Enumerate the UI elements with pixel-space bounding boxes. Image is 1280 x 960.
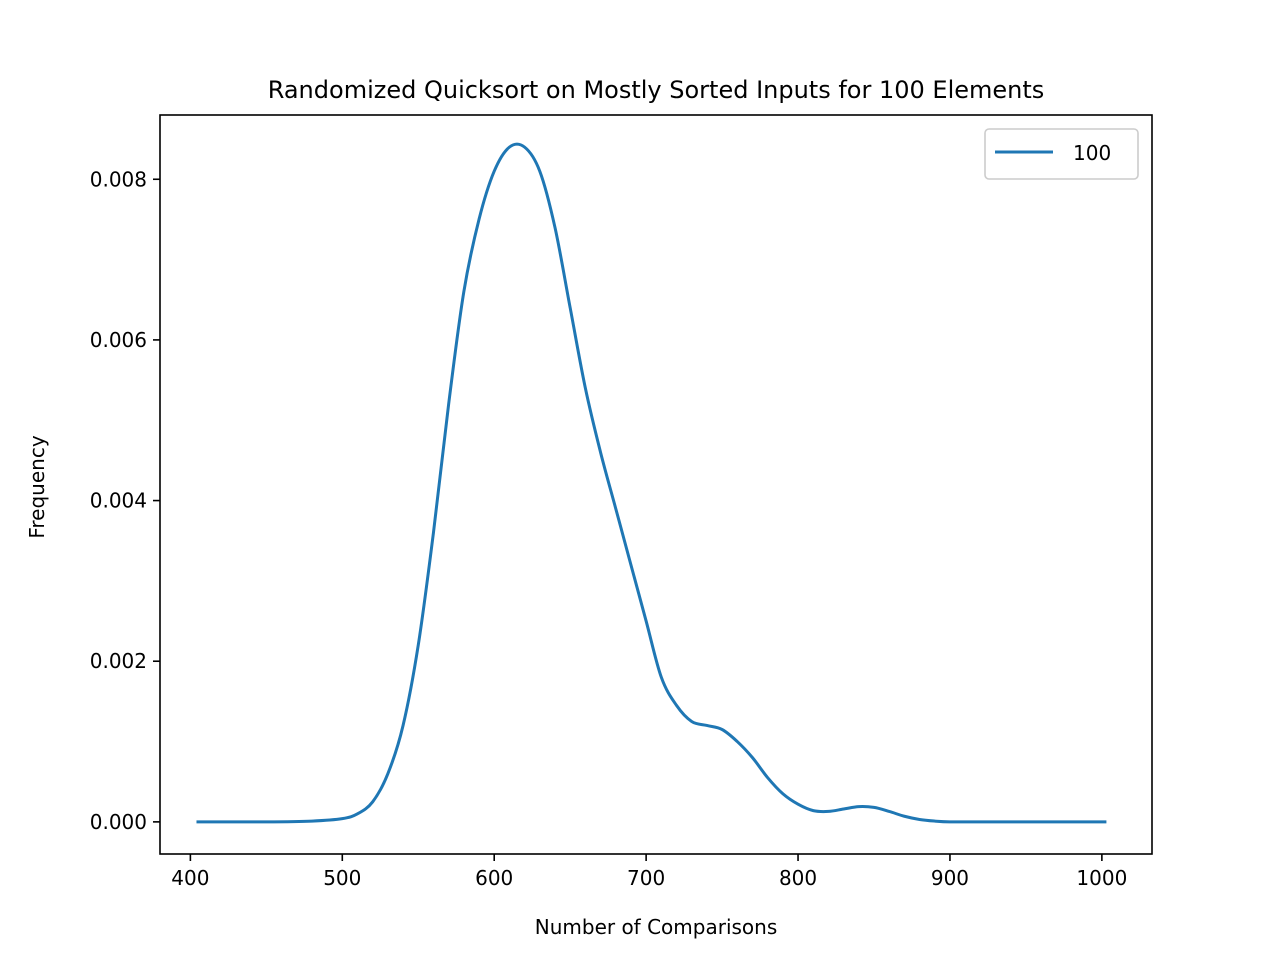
- x-tick-label: 1000: [1076, 866, 1127, 890]
- x-tick-label: 600: [475, 866, 513, 890]
- y-tick-label: 0.000: [90, 810, 147, 834]
- legend: 100: [984, 128, 1139, 180]
- y-tick-label: 0.006: [90, 328, 147, 352]
- x-tick-label: 400: [171, 866, 209, 890]
- y-axis-ticks: 0.000 0.002 0.004 0.006 0.008: [90, 167, 160, 834]
- axes-frame: [159, 114, 1153, 855]
- x-tick-label: 800: [779, 866, 817, 890]
- x-tick-label: 500: [323, 866, 361, 890]
- legend-label: 100: [1073, 141, 1111, 165]
- x-tick-label: 700: [627, 866, 665, 890]
- x-axis-title: Number of Comparisons: [535, 915, 778, 939]
- series-line-100: [196, 142, 1107, 824]
- plot-area: [196, 142, 1107, 824]
- y-tick-label: 0.004: [90, 489, 147, 513]
- legend-box: [984, 128, 1139, 180]
- x-tick-label: 900: [931, 866, 969, 890]
- x-axis-ticks: 400 500 600 700 800 900 1000: [171, 854, 1127, 890]
- chart-title: Randomized Quicksort on Mostly Sorted In…: [268, 76, 1045, 104]
- y-axis-title: Frequency: [25, 435, 49, 538]
- y-tick-label: 0.008: [90, 167, 147, 191]
- y-tick-label: 0.002: [90, 649, 147, 673]
